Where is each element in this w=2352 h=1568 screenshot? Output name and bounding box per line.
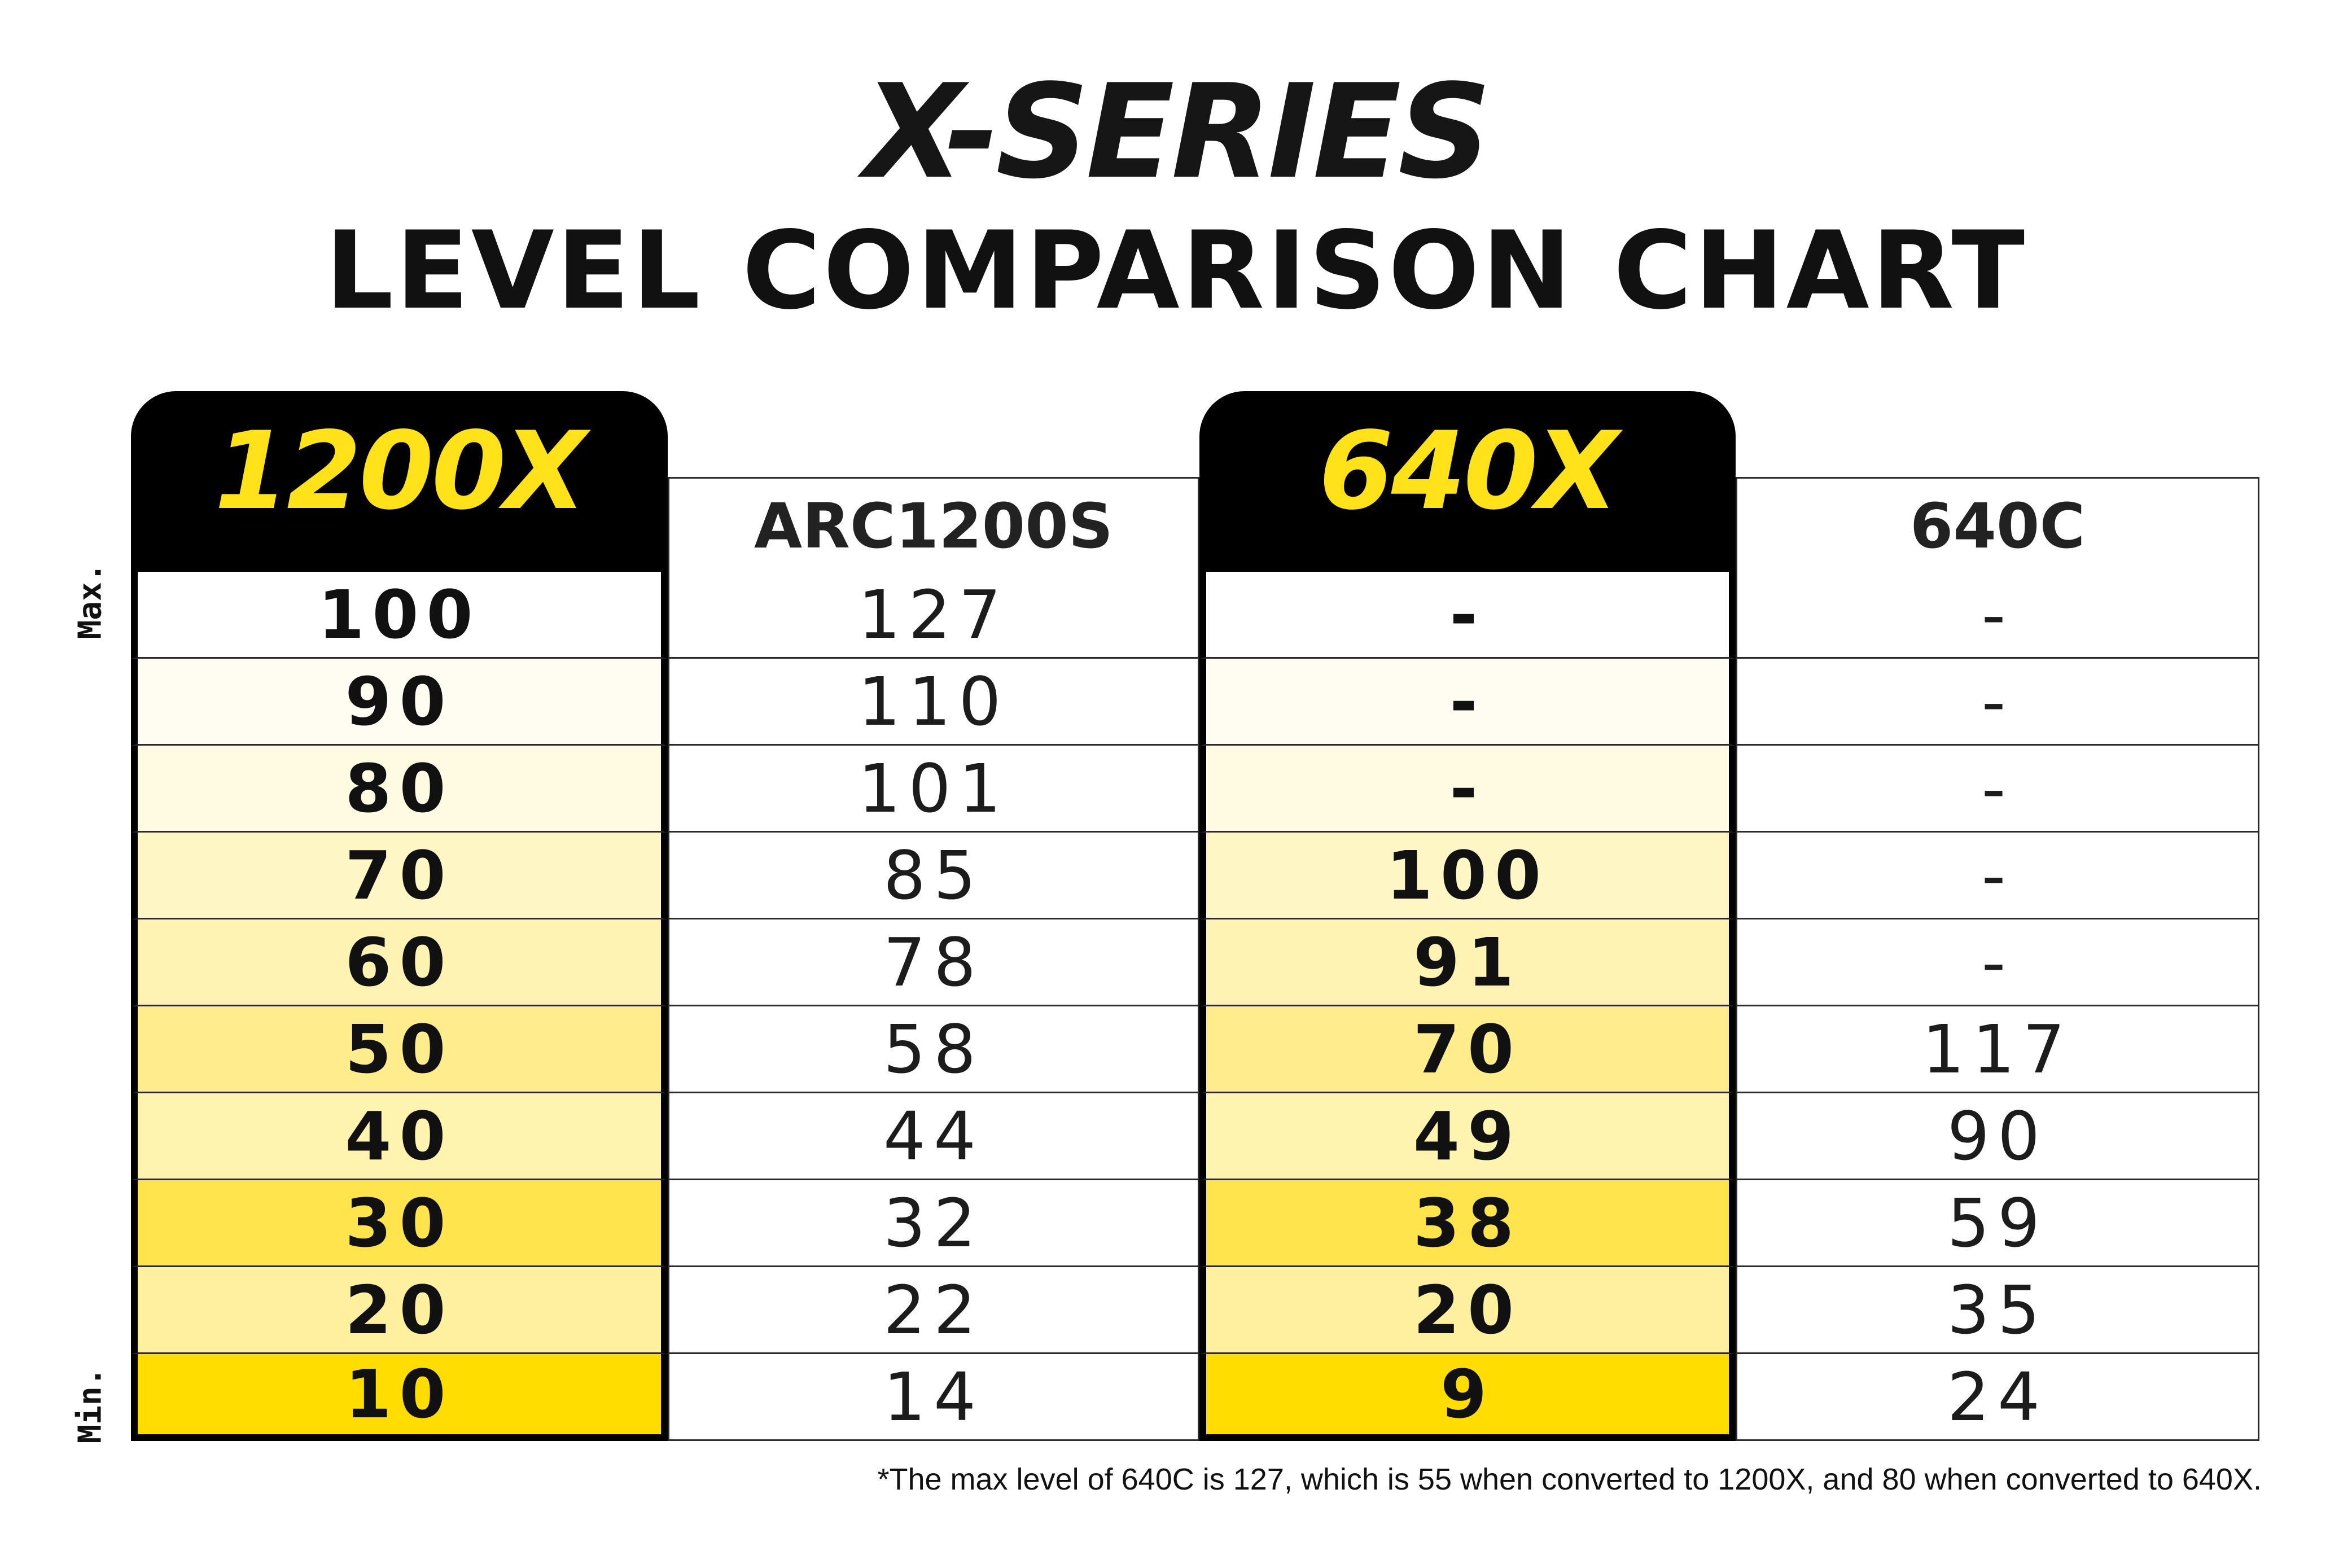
cell-640c-row-7: 90 [1736,1093,2259,1180]
cell-arc1200s-row-5: 78 [668,919,1199,1006]
cell-1200x-row-10: 10 [131,1354,668,1441]
cell-640x-row-3: - [1199,746,1736,833]
cell-arc1200s-row-2: 110 [668,659,1199,746]
cell-640c-row-8: 59 [1736,1180,2259,1267]
cell-640x-row-4: 100 [1199,833,1736,919]
cell-arc1200s-row-8: 32 [668,1180,1199,1267]
cell-arc1200s-row-9: 22 [668,1267,1199,1354]
cell-640c-row-9: 35 [1736,1267,2259,1354]
column-header-640x: 640X [1199,391,1736,572]
column-header-1200x: 1200X [131,391,668,572]
cell-640c-row-5: - [1736,919,2259,1006]
cell-640c-row-3: - [1736,746,2259,833]
cell-arc1200s-row-6: 58 [668,1006,1199,1093]
cell-1200x-row-2: 90 [131,659,668,746]
cell-640x-row-6: 70 [1199,1006,1736,1093]
cell-1200x-row-1: 100 [131,572,668,659]
column-header-arc1200s: ARC1200S [668,477,1199,572]
cell-arc1200s-row-10: 14 [668,1354,1199,1441]
brand-logo: X-SERIES [864,57,1492,208]
cell-1200x-row-4: 70 [131,833,668,919]
cell-1200x-row-5: 60 [131,919,668,1006]
cell-640x-row-5: 91 [1199,919,1736,1006]
cell-640x-row-9: 20 [1199,1267,1736,1354]
max-label-text: Max. [72,563,109,640]
cell-1200x-row-7: 40 [131,1093,668,1180]
cell-arc1200s-row-3: 101 [668,746,1199,833]
cell-1200x-row-9: 20 [131,1267,668,1354]
cell-640c-row-4: - [1736,833,2259,919]
cell-arc1200s-row-4: 85 [668,833,1199,919]
cell-1200x-row-8: 30 [131,1180,668,1267]
chart-title: LEVEL COMPARISON CHART [325,208,2027,333]
cell-1200x-row-6: 50 [131,1006,668,1093]
cell-640x-row-10: 9 [1199,1354,1736,1441]
cell-640x-row-2: - [1199,659,1736,746]
cell-640c-row-2: - [1736,659,2259,746]
min-label-text: Min. [72,1367,109,1444]
cell-640x-row-1: - [1199,572,1736,659]
cell-640x-row-8: 38 [1199,1180,1736,1267]
cell-1200x-row-3: 80 [131,746,668,833]
footnote: *The max level of 640C is 127, which is … [877,1462,2262,1496]
cell-640c-row-6: 117 [1736,1006,2259,1093]
cell-640x-row-7: 49 [1199,1093,1736,1180]
cell-640c-row-10: 24 [1736,1354,2259,1441]
cell-640c-row-1: - [1736,572,2259,659]
column-header-640c: 640C [1736,477,2259,572]
cell-arc1200s-row-7: 44 [668,1093,1199,1180]
cell-arc1200s-row-1: 127 [668,572,1199,659]
